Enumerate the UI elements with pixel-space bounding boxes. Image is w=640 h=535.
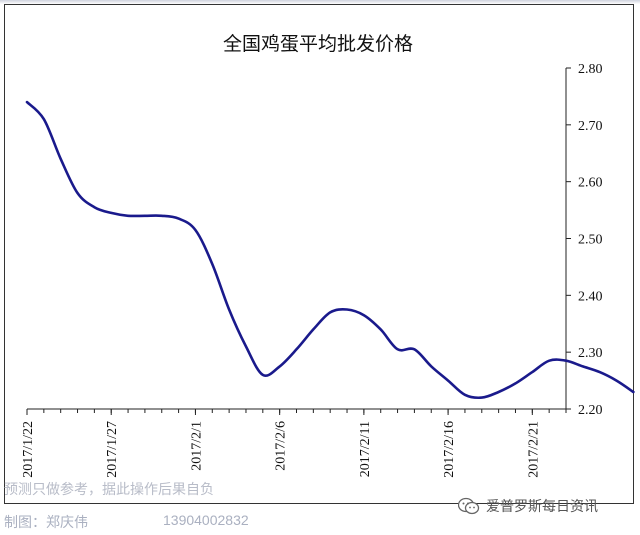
- x-tick-label: 2017/1/27: [105, 421, 120, 478]
- chart-title: 全国鸡蛋平均批发价格: [223, 33, 413, 55]
- y-tick-label: 2.20: [578, 403, 603, 418]
- wechat-icon: [457, 497, 480, 515]
- top-bar: [0, 0, 640, 4]
- y-tick-label: 2.80: [578, 62, 603, 77]
- y-tick-label: 2.40: [578, 289, 603, 304]
- x-tick-label: 2017/2/11: [358, 421, 373, 477]
- credit-text: 制图：郑庆伟: [4, 515, 88, 531]
- y-tick-label: 2.70: [578, 119, 603, 134]
- price-line: [25, 100, 635, 400]
- x-tick-label: 2017/2/1: [189, 421, 204, 471]
- watermark-text: 爱普罗斯每日资讯: [486, 499, 598, 515]
- chart-axes: 2.80 2.70 2.60 2.50 2.40 2.30 2.20 2017/1/22 201…: [21, 62, 603, 478]
- x-tick-label: 2017/2/6: [274, 421, 289, 471]
- y-tick-label: 2.30: [578, 346, 603, 361]
- chart-series: [25, 100, 635, 400]
- watermark: 爱普罗斯每日资讯: [457, 496, 598, 516]
- y-tick-label: 2.60: [578, 176, 603, 191]
- y-tick-label: 2.50: [578, 233, 603, 248]
- x-tick-label: 2017/2/16: [442, 421, 457, 478]
- chart-frame: [4, 4, 634, 504]
- disclaimer-text: 预测只做参考，据此操作后果自负: [4, 482, 214, 498]
- x-tick-label: 2017/2/21: [526, 421, 541, 478]
- phone-number: 13904002832: [163, 512, 249, 528]
- x-tick-label: 2017/1/22: [21, 421, 36, 478]
